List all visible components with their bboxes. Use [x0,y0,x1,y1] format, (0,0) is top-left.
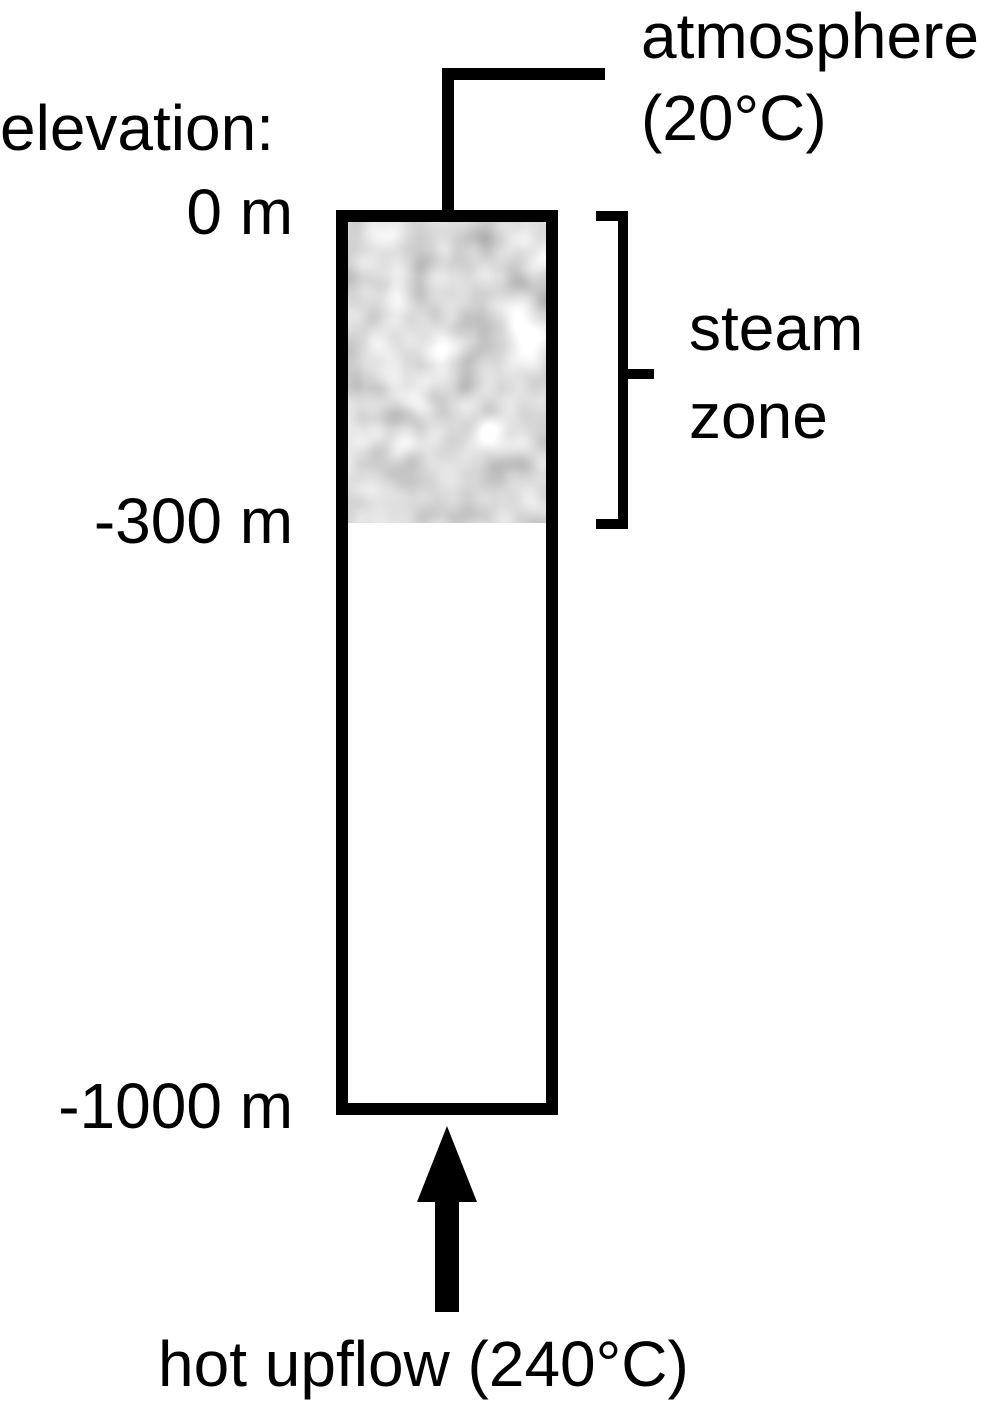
hot-upflow-label: hot upflow (240°C) [158,1328,689,1400]
atmosphere-label: atmosphere [641,0,979,72]
elevation-title: elevation: [0,92,274,164]
steam-zone-label-line1: steam [689,292,864,364]
elevation-label-minus-300m: -300 m [93,485,293,557]
steam-zone-bracket [596,211,628,529]
vent-pipe [442,68,605,216]
steam-zone-fill [344,218,550,523]
atmosphere-temperature-label: (20°C) [641,82,827,154]
elevation-label-0m: 0 m [186,176,293,248]
steam-zone-label-line2: zone [689,380,828,452]
elevation-label-minus-1000m: -1000 m [58,1070,293,1142]
upflow-arrow-head [417,1126,477,1202]
